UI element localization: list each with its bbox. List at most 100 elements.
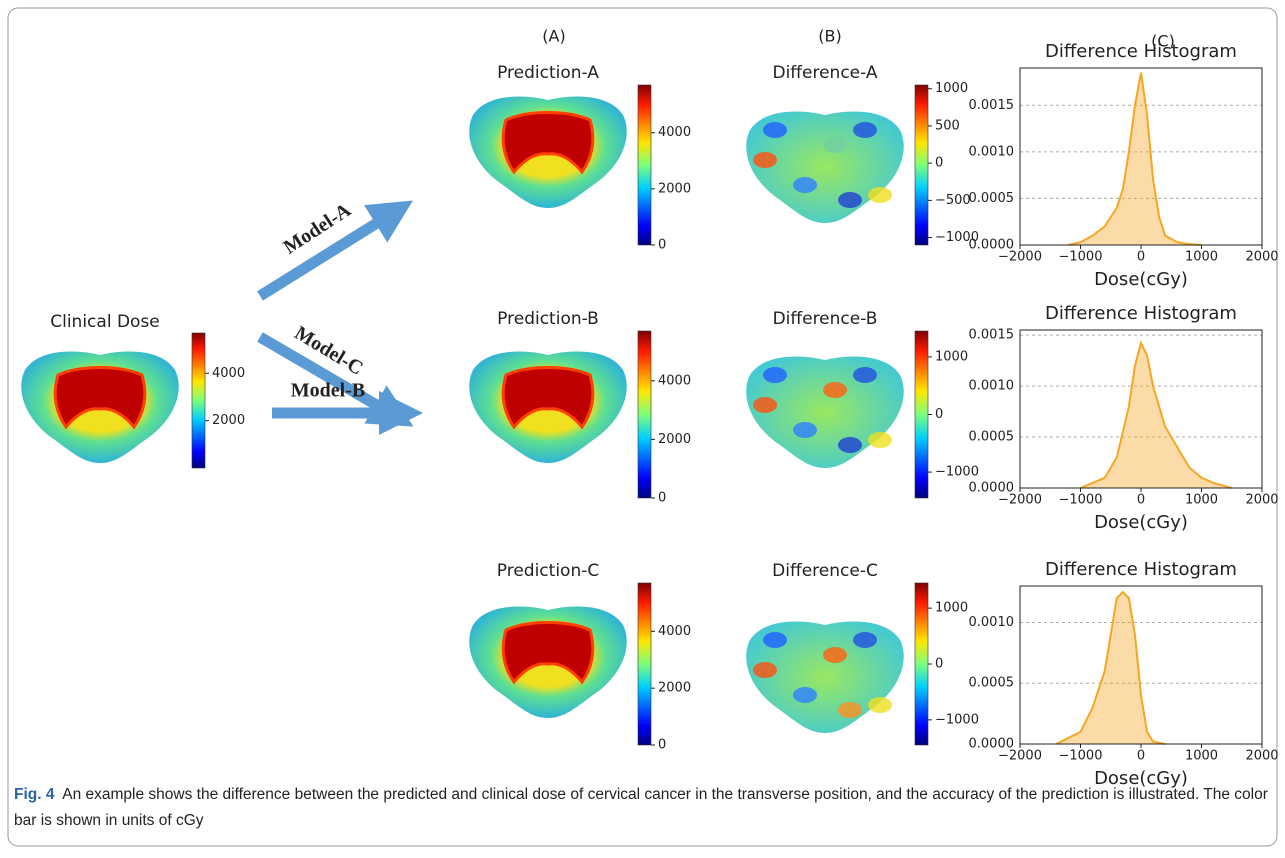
colorbar-tick-label: −1000 [935, 712, 979, 727]
difference-spot [763, 122, 787, 138]
histogram-fill [1056, 592, 1165, 744]
colorbar-tick-label: 4000 [658, 624, 691, 639]
colorbar-tick-label: 500 [935, 118, 960, 133]
x-tick-label: −2000 [998, 250, 1042, 265]
colorbar-tick-label: 0 [935, 407, 943, 422]
caption: Fig. 4 An example shows the difference b… [14, 782, 1269, 834]
colorbar-tick-label: 0 [658, 738, 666, 753]
colorbar-tick-label: 0 [935, 657, 943, 672]
colorbar-tick-label: 4000 [212, 366, 245, 381]
colorbar-tick-label: 2000 [658, 432, 691, 447]
x-tick-label: 1000 [1185, 493, 1218, 508]
page: {"column_labels":["(A)","(B)","(C)"], "c… [0, 0, 1285, 854]
x-tick-label: −2000 [998, 749, 1042, 764]
difference-spot [763, 367, 787, 383]
difference-spot [793, 687, 817, 703]
difference-spot [838, 192, 862, 208]
colorbar-tick-label: 2000 [212, 413, 245, 428]
x-tick-label: 1000 [1185, 749, 1218, 764]
x-tick-label: 0 [1137, 250, 1145, 265]
colorbar [192, 333, 205, 468]
difference-spot [753, 152, 777, 168]
x-tick-label: −1000 [1059, 493, 1103, 508]
difference-spot [753, 662, 777, 678]
colorbar-tick-label: 0 [935, 156, 943, 171]
difference-spot [823, 647, 847, 663]
difference-map [746, 356, 904, 468]
x-tick-label: −1000 [1059, 749, 1103, 764]
colorbar [915, 85, 928, 245]
histogram-title: Difference Histogram [1045, 559, 1237, 580]
difference-map [746, 111, 904, 223]
histogram-title: Difference Histogram [1045, 303, 1237, 324]
y-tick-label: 0.0010 [969, 615, 1015, 630]
panel-title: Difference-B [773, 309, 878, 329]
difference-spot [793, 177, 817, 193]
difference-spot [853, 367, 877, 383]
panel-title: Clinical Dose [50, 312, 160, 332]
colorbar-tick-label: 2000 [658, 181, 691, 196]
colorbar [638, 85, 651, 245]
dose-map [469, 351, 627, 463]
y-tick-label: 0.0010 [969, 379, 1015, 394]
x-tick-label: 0 [1137, 493, 1145, 508]
colorbar-tick-label: 1000 [935, 601, 968, 616]
column-label: (A) [542, 27, 565, 46]
difference-spot [793, 422, 817, 438]
panel-title: Difference-A [772, 63, 877, 83]
difference-spot [753, 397, 777, 413]
x-axis-label: Dose(cGy) [1094, 269, 1188, 290]
y-tick-label: 0.0015 [969, 98, 1015, 113]
difference-spot [853, 122, 877, 138]
difference-spot [868, 432, 892, 448]
x-tick-label: −1000 [1059, 250, 1103, 265]
difference-spot [763, 632, 787, 648]
difference-spot [868, 697, 892, 713]
x-tick-label: 2000 [1245, 749, 1278, 764]
colorbar-tick-label: 0 [658, 491, 666, 506]
colorbar-tick-label: 4000 [658, 373, 691, 388]
colorbar-tick-label: −500 [935, 193, 971, 208]
model-label: Model-B [291, 380, 365, 402]
colorbar-tick-label: 0 [658, 238, 666, 253]
x-tick-label: −2000 [998, 493, 1042, 508]
difference-spot [868, 187, 892, 203]
colorbar-tick-label: 1000 [935, 81, 968, 96]
difference-spot [823, 137, 847, 153]
x-tick-label: 0 [1137, 749, 1145, 764]
x-axis-label: Dose(cGy) [1094, 512, 1188, 533]
y-tick-label: 0.0015 [969, 328, 1015, 343]
difference-spot [823, 382, 847, 398]
panel-title: Difference-C [772, 561, 878, 581]
caption-text: An example shows the difference between … [14, 786, 1268, 829]
y-tick-label: 0.0010 [969, 144, 1015, 159]
column-label: (B) [818, 27, 841, 46]
x-tick-label: 1000 [1185, 250, 1218, 265]
panel-title: Prediction-B [497, 309, 599, 329]
x-tick-label: 2000 [1245, 250, 1278, 265]
colorbar [638, 583, 651, 745]
colorbar [915, 331, 928, 498]
caption-label: Fig. 4 [14, 786, 54, 803]
y-tick-label: 0.0005 [969, 430, 1015, 445]
colorbar-tick-label: 4000 [658, 125, 691, 140]
histogram-fill [1081, 343, 1232, 488]
colorbar [638, 331, 651, 498]
colorbar-tick-label: −1000 [935, 465, 979, 480]
dose-map [21, 351, 179, 463]
colorbar-tick-label: 1000 [935, 349, 968, 364]
histogram-fill [1068, 73, 1201, 245]
difference-map [746, 621, 904, 733]
x-tick-label: 2000 [1245, 493, 1278, 508]
colorbar-tick-label: 2000 [658, 681, 691, 696]
panel-title: Prediction-C [497, 561, 599, 581]
panel-title: Prediction-A [497, 63, 599, 83]
dose-map [469, 96, 627, 208]
difference-spot [838, 702, 862, 718]
difference-spot [838, 437, 862, 453]
y-tick-label: 0.0005 [969, 191, 1015, 206]
dose-map [469, 606, 627, 718]
colorbar [915, 583, 928, 745]
difference-spot [853, 632, 877, 648]
histogram-title: Difference Histogram [1045, 41, 1237, 62]
